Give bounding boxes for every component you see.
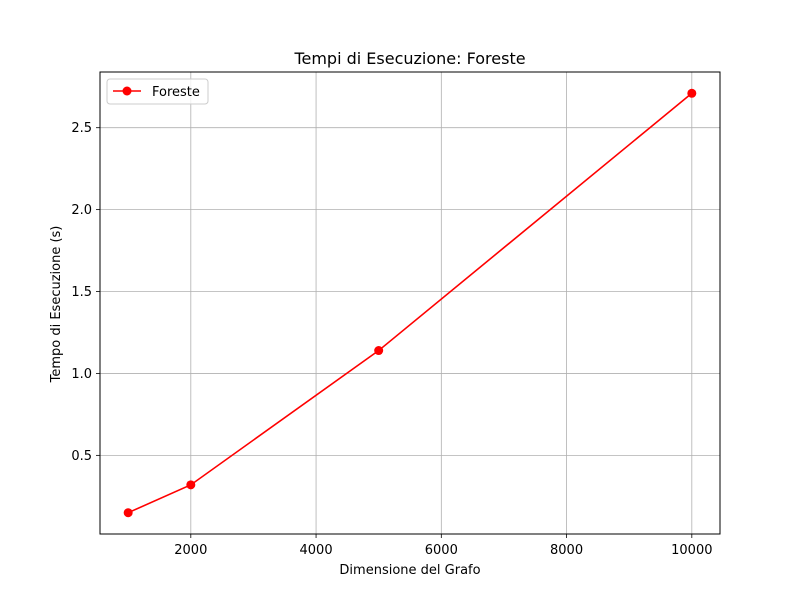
data-point-foreste <box>374 346 384 356</box>
data-point-foreste <box>687 88 697 98</box>
x-tick-label: 6000 <box>425 543 458 558</box>
data-point-foreste <box>123 508 133 518</box>
y-tick-label: 1.0 <box>71 367 92 382</box>
ticks-layer: 2000 4000 6000 8000 10000 0.5 1.0 1.5 2.0 2.5 <box>71 121 712 558</box>
x-tick-label: 8000 <box>550 543 583 558</box>
series-line-foreste <box>127 92 693 514</box>
legend-label-foreste: Foreste <box>152 85 200 100</box>
series-layer <box>123 88 697 518</box>
x-tick-label: 4000 <box>300 543 333 558</box>
legend-frame <box>106 78 209 105</box>
x-tick-label: 2000 <box>174 543 207 558</box>
plot-frame <box>99 71 721 535</box>
chart-title: Tempi di Esecuzione: Foreste <box>293 49 525 68</box>
y-tick-label: 1.5 <box>71 285 92 300</box>
y-tick-label: 2.5 <box>71 121 92 136</box>
y-tick-label: 0.5 <box>71 449 92 464</box>
x-tick-label: 10000 <box>671 543 712 558</box>
legend-marker-foreste <box>122 86 132 96</box>
x-axis-label: Dimensione del Grafo <box>339 563 480 578</box>
legend: Foreste <box>106 78 209 105</box>
y-axis-label: Tempo di Esecuzione (s) <box>49 226 64 384</box>
grid-layer <box>100 72 720 534</box>
data-point-foreste <box>186 480 196 490</box>
y-tick-label: 2.0 <box>71 203 92 218</box>
